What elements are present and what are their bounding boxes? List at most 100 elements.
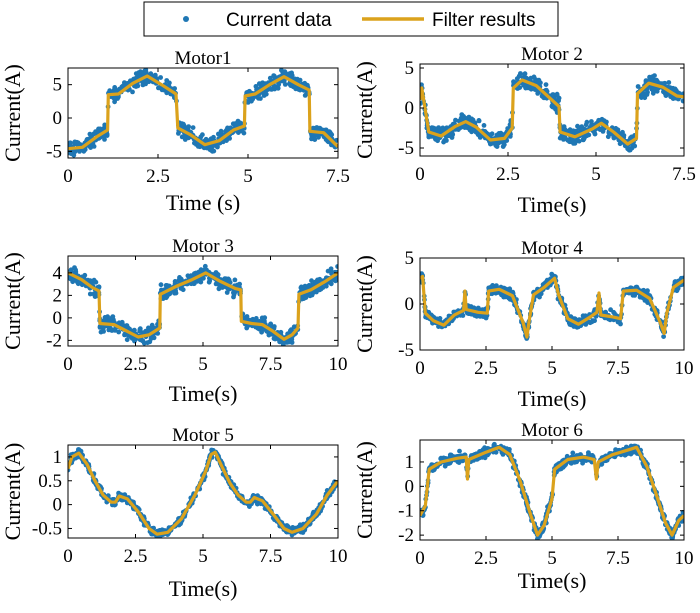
data-point xyxy=(260,82,266,87)
data-point xyxy=(208,147,214,153)
data-point xyxy=(277,339,282,345)
data-point xyxy=(231,294,236,300)
data-point xyxy=(178,277,184,283)
data-point xyxy=(680,98,684,104)
data-point xyxy=(576,138,582,144)
data-point xyxy=(232,277,238,283)
data-point xyxy=(102,315,108,320)
y-axis-label: Current(A) xyxy=(0,252,25,350)
y-tick-label: -0.5 xyxy=(32,518,62,539)
data-point xyxy=(282,82,288,87)
data-point xyxy=(143,70,149,75)
data-point xyxy=(652,73,657,78)
data-point xyxy=(543,82,549,87)
data-point xyxy=(272,83,277,89)
y-tick-label: 0 xyxy=(53,495,63,516)
x-tick-label: 0 xyxy=(415,164,425,185)
data-point xyxy=(608,307,613,313)
data-point xyxy=(467,127,473,133)
data-point xyxy=(444,138,449,143)
subplot-title: Motor 2 xyxy=(521,44,583,65)
data-point xyxy=(681,91,684,96)
data-point xyxy=(122,332,127,338)
data-point xyxy=(208,136,214,142)
data-point xyxy=(470,117,476,123)
filter-line xyxy=(68,271,338,341)
data-point xyxy=(87,131,93,137)
data-point xyxy=(130,89,135,95)
data-point xyxy=(98,329,104,335)
x-tick-label: 0 xyxy=(415,548,425,569)
data-point xyxy=(173,290,179,296)
data-point xyxy=(565,137,571,143)
data-point xyxy=(666,80,672,85)
data-point xyxy=(210,143,216,149)
data-point xyxy=(516,73,522,79)
subplot-title: Motor 5 xyxy=(172,425,234,446)
data-point xyxy=(527,84,533,89)
data-point xyxy=(281,341,286,346)
data-point xyxy=(137,328,143,334)
data-point xyxy=(87,291,93,297)
data-point xyxy=(275,85,281,91)
data-point xyxy=(309,278,314,284)
y-tick-label: 0 xyxy=(405,294,415,315)
data-point xyxy=(335,264,338,269)
data-point xyxy=(222,276,228,282)
y-tick-label: 0.5 xyxy=(38,471,62,492)
data-point xyxy=(109,327,114,332)
data-point xyxy=(120,83,126,89)
data-point xyxy=(460,115,466,121)
data-point xyxy=(132,327,137,333)
x-tick-label: 7.5 xyxy=(672,164,696,185)
data-point xyxy=(253,84,259,89)
x-tick-label: 10 xyxy=(329,354,348,375)
y-tick-label: -2 xyxy=(46,330,62,351)
data-point xyxy=(71,152,77,158)
data-point xyxy=(457,448,462,454)
data-point xyxy=(653,78,659,83)
data-point xyxy=(124,337,130,343)
y-tick-label: 1 xyxy=(53,447,63,468)
x-tick-label: 5 xyxy=(198,354,208,375)
axes-box xyxy=(67,444,339,539)
x-tick-label: 2.5 xyxy=(474,548,498,569)
y-tick-label: 0 xyxy=(53,108,63,129)
data-point xyxy=(420,101,423,106)
data-point xyxy=(116,320,122,326)
x-axis-label: Time(s) xyxy=(169,576,238,601)
data-point xyxy=(612,311,617,316)
x-tick-label: 0 xyxy=(63,166,73,187)
data-point xyxy=(557,135,563,141)
data-point xyxy=(503,294,508,300)
legend-data-marker xyxy=(183,16,189,22)
legend-data-label: Current data xyxy=(226,10,332,31)
axes-box xyxy=(67,67,339,159)
filter-line xyxy=(68,74,338,151)
subplot-title: Motor1 xyxy=(175,48,232,69)
y-tick-label: -5 xyxy=(398,138,414,159)
y-axis-label: Current(A) xyxy=(352,255,377,353)
data-point xyxy=(237,281,243,287)
y-tick-label: 5 xyxy=(405,248,415,269)
data-point xyxy=(181,121,186,127)
data-point xyxy=(286,338,292,344)
filter-line xyxy=(420,445,684,537)
data-point xyxy=(271,336,277,341)
x-axis-label: Time(s) xyxy=(518,568,587,593)
data-point xyxy=(440,127,446,132)
x-tick-label: 2.5 xyxy=(124,354,148,375)
data-point xyxy=(158,75,164,80)
data-point xyxy=(260,316,266,322)
data-point xyxy=(328,281,334,287)
data-point xyxy=(315,277,320,283)
data-point xyxy=(198,279,204,285)
data-point xyxy=(263,91,269,97)
data-point xyxy=(164,78,170,83)
x-tick-label: 5 xyxy=(243,166,253,187)
data-point xyxy=(446,133,452,139)
y-tick-label: 0 xyxy=(405,476,415,497)
data-point xyxy=(290,525,296,530)
